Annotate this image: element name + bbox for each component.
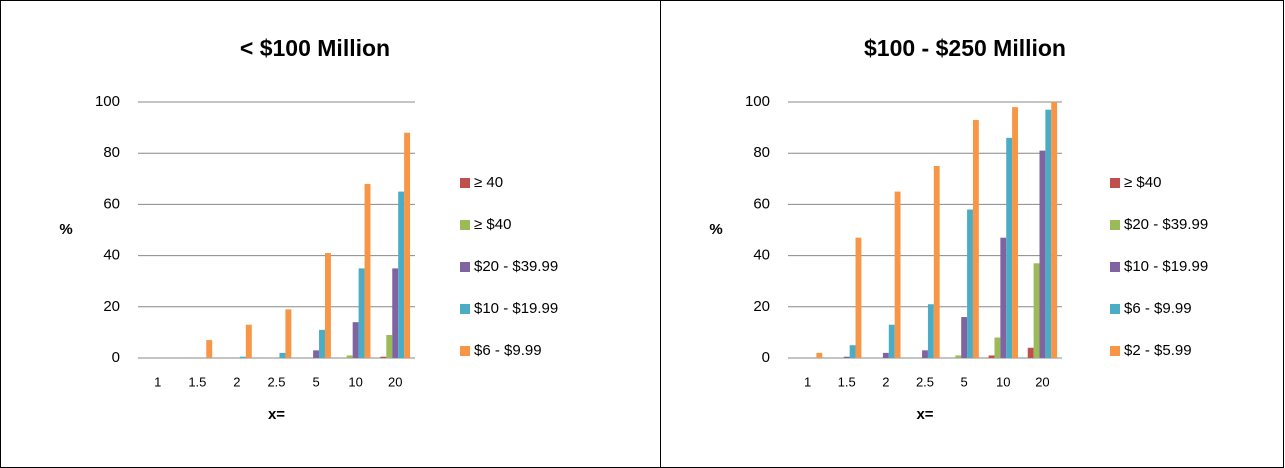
- x-tick-label: 1: [154, 374, 161, 389]
- legend-label: $6 - $9.99: [1124, 300, 1192, 317]
- x-tick-label: 5: [312, 374, 319, 389]
- bar: [1033, 263, 1040, 358]
- chart-title: < $100 Million: [240, 35, 390, 61]
- legend-label: ≥ $40: [1124, 174, 1161, 191]
- x-tick-label: 2: [233, 374, 240, 389]
- y-tick-label: 40: [753, 247, 770, 264]
- x-tick-label: 5: [961, 374, 968, 389]
- bar: [364, 183, 371, 358]
- bar: [843, 356, 850, 358]
- bar: [1012, 107, 1018, 359]
- bar: [319, 329, 325, 358]
- x-tick-label: 20: [1035, 374, 1049, 389]
- legend-swatch: [460, 262, 470, 272]
- bar: [245, 324, 252, 358]
- bar: [922, 350, 928, 358]
- x-tick-label: 10: [996, 374, 1010, 389]
- x-tick-label: 2: [882, 374, 889, 389]
- bar: [239, 356, 246, 358]
- bar: [988, 355, 995, 358]
- x-tick-label: 10: [348, 374, 362, 389]
- y-axis-label: %: [709, 221, 722, 238]
- x-tick-label: 2.5: [267, 374, 285, 389]
- bar: [972, 119, 979, 358]
- x-axis-label: x=: [268, 406, 285, 423]
- legend-label: $2 - $5.99: [1124, 342, 1192, 359]
- y-tick-label: 60: [103, 195, 120, 212]
- legend-swatch: [1110, 304, 1120, 314]
- legend-swatch: [460, 178, 470, 188]
- y-axis-label: %: [59, 221, 72, 238]
- x-axis-label: x=: [916, 406, 933, 423]
- bar: [994, 337, 1001, 358]
- y-tick-label: 20: [753, 298, 770, 315]
- bar: [279, 352, 286, 358]
- y-tick-label: 100: [95, 93, 120, 110]
- bar: [398, 191, 405, 358]
- x-tick-label: 1.5: [838, 374, 856, 389]
- legend-swatch: [1110, 178, 1120, 188]
- legend-label: $10 - $19.99: [474, 300, 558, 317]
- bar: [392, 268, 399, 358]
- bar: [967, 209, 973, 358]
- bar: [1051, 102, 1058, 358]
- bar: [380, 356, 387, 358]
- bar: [285, 309, 292, 358]
- bar: [849, 345, 856, 358]
- bar: [933, 166, 940, 358]
- bar: [1039, 150, 1046, 358]
- bar: [882, 352, 889, 358]
- legend-label: ≥ 40: [474, 174, 503, 191]
- y-tick-label: 40: [103, 247, 120, 264]
- legend-swatch: [460, 220, 470, 230]
- bar: [1045, 109, 1052, 359]
- bar: [352, 322, 359, 358]
- legend-swatch: [1110, 346, 1120, 356]
- bar: [386, 334, 393, 358]
- bar: [1027, 347, 1034, 358]
- bar: [894, 191, 901, 358]
- bar: [358, 268, 365, 358]
- bar: [855, 237, 862, 358]
- bar: [206, 340, 213, 358]
- x-tick-label: 20: [388, 374, 402, 389]
- y-tick-label: 60: [753, 195, 770, 212]
- bar: [927, 304, 934, 358]
- legend-label: $10 - $19.99: [1124, 258, 1208, 275]
- x-tick-label: 1.5: [188, 374, 206, 389]
- bar: [324, 253, 331, 358]
- bar: [404, 132, 411, 358]
- bar: [313, 350, 320, 358]
- y-tick-label: 20: [103, 298, 120, 315]
- bar: [955, 355, 962, 358]
- legend-swatch: [460, 304, 470, 314]
- legend-swatch: [1110, 220, 1120, 230]
- y-tick-label: 80: [753, 144, 770, 161]
- x-tick-label: 2.5: [916, 374, 934, 389]
- legend-label: $6 - $9.99: [474, 342, 542, 359]
- legend-label: $20 - $39.99: [1124, 216, 1208, 233]
- legend-label: ≥ $40: [474, 216, 511, 233]
- legend-swatch: [460, 346, 470, 356]
- y-tick-label: 0: [762, 349, 770, 366]
- bar: [346, 355, 353, 358]
- y-tick-label: 100: [745, 93, 770, 110]
- bar: [888, 324, 895, 358]
- bar: [1000, 237, 1007, 358]
- y-tick-label: 0: [112, 349, 120, 366]
- bar: [961, 317, 968, 358]
- legend-swatch: [1110, 262, 1120, 272]
- y-tick-label: 80: [103, 144, 120, 161]
- chart-title: $100 - $250 Million: [864, 35, 1066, 61]
- panel-border: [0, 0, 661, 468]
- bar: [1006, 137, 1013, 358]
- bar: [816, 352, 823, 358]
- legend-label: $20 - $39.99: [474, 258, 558, 275]
- x-tick-label: 1: [804, 374, 811, 389]
